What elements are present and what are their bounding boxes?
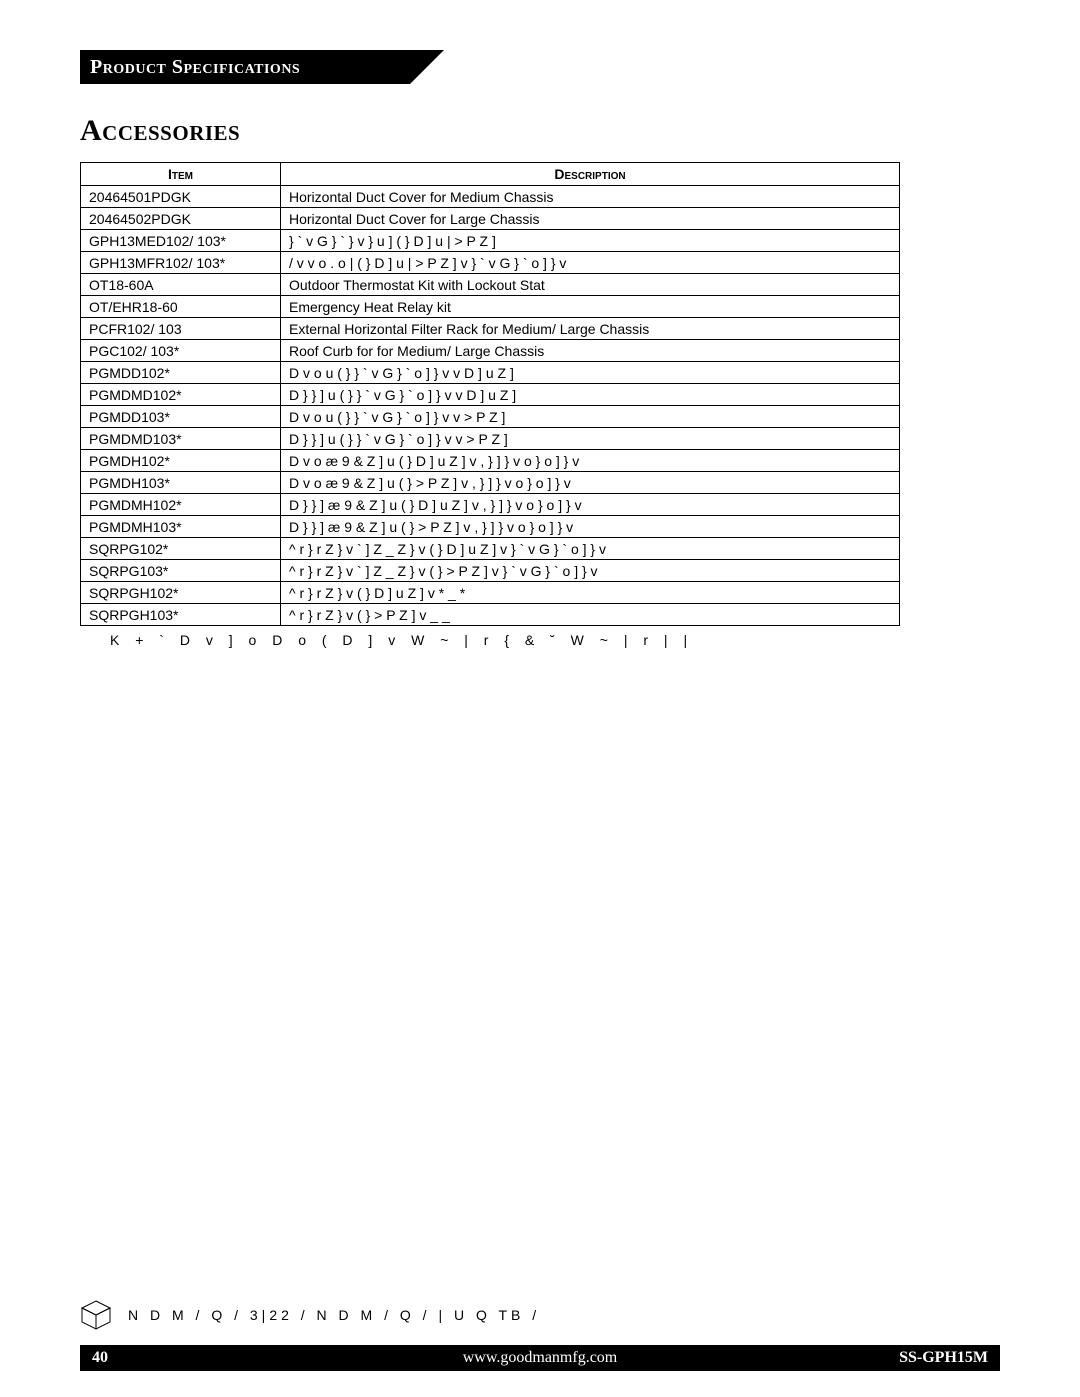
description-cell: D } } ] u ( } } ` v G } ` o ] } v v > P … bbox=[281, 428, 900, 450]
description-cell: ^ r } r Z } v ( } > P Z ] v _ _ bbox=[281, 604, 900, 626]
description-cell: D v o u ( } } ` v G } ` o ] } v v > P Z … bbox=[281, 406, 900, 428]
ribbon-label: Product Specifications bbox=[90, 56, 300, 78]
item-cell: 20464502PDGK bbox=[81, 208, 281, 230]
table-footnote: K + ` D v ] o D o ( D ] v W ~ | r { & ˘ … bbox=[80, 632, 1000, 648]
item-cell: PGC102/ 103* bbox=[81, 340, 281, 362]
item-cell: GPH13MED102/ 103* bbox=[81, 230, 281, 252]
description-cell: D v o u ( } } ` v G } ` o ] } v v D ] u … bbox=[281, 362, 900, 384]
table-row: PGMDMD102*D } } ] u ( } } ` v G } ` o ] … bbox=[81, 384, 900, 406]
item-cell: PCFR102/ 103 bbox=[81, 318, 281, 340]
item-cell: PGMDMD103* bbox=[81, 428, 281, 450]
table-row: SQRPGH103*^ r } r Z } v ( } > P Z ] v _ … bbox=[81, 604, 900, 626]
footer-url: www.goodmanmfg.com bbox=[80, 1349, 1000, 1367]
description-cell: D } } ] æ 9 & Z ] u ( } > P Z ] v , } ] … bbox=[281, 516, 900, 538]
item-cell: PGMDMD102* bbox=[81, 384, 281, 406]
table-row: PGMDH103*D v o æ 9 & Z ] u ( } > P Z ] v… bbox=[81, 472, 900, 494]
table-row: PGMDH102*D v o æ 9 & Z ] u ( } D ] u Z ]… bbox=[81, 450, 900, 472]
item-cell: SQRPGH103* bbox=[81, 604, 281, 626]
description-cell: Emergency Heat Relay kit bbox=[281, 296, 900, 318]
table-row: PGMDMH102*D } } ] æ 9 & Z ] u ( } D ] u … bbox=[81, 494, 900, 516]
table-row: PGMDMD103*D } } ] u ( } } ` v G } ` o ] … bbox=[81, 428, 900, 450]
item-cell: SQRPGH102* bbox=[81, 582, 281, 604]
table-header-description: Description bbox=[281, 163, 900, 186]
item-cell: PGMDMH103* bbox=[81, 516, 281, 538]
item-cell: PGMDMH102* bbox=[81, 494, 281, 516]
description-cell: Outdoor Thermostat Kit with Lockout Stat bbox=[281, 274, 900, 296]
description-cell: D v o æ 9 & Z ] u ( } D ] u Z ] v , } ] … bbox=[281, 450, 900, 472]
table-row: OT18-60AOutdoor Thermostat Kit with Lock… bbox=[81, 274, 900, 296]
description-cell: External Horizontal Filter Rack for Medi… bbox=[281, 318, 900, 340]
description-cell: / v v o . o | ( } D ] u | > P Z ] v } ` … bbox=[281, 252, 900, 274]
item-cell: PGMDH103* bbox=[81, 472, 281, 494]
table-row: OT/EHR18-60Emergency Heat Relay kit bbox=[81, 296, 900, 318]
accessories-table: Item Description 20464501PDGKHorizontal … bbox=[80, 162, 900, 626]
table-row: 20464502PDGKHorizontal Duct Cover for La… bbox=[81, 208, 900, 230]
cube-icon bbox=[80, 1299, 112, 1331]
table-row: GPH13MFR102/ 103*/ v v o . o | ( } D ] u… bbox=[81, 252, 900, 274]
description-cell: } ` v G } ` } v } u ] ( } D ] u | > P Z … bbox=[281, 230, 900, 252]
table-row: PGC102/ 103*Roof Curb for for Medium/ La… bbox=[81, 340, 900, 362]
footer-bar: 40 www.goodmanmfg.com SS-GPH15M bbox=[80, 1345, 1000, 1371]
item-cell: GPH13MFR102/ 103* bbox=[81, 252, 281, 274]
table-row: PGMDMH103*D } } ] æ 9 & Z ] u ( } > P Z … bbox=[81, 516, 900, 538]
description-cell: ^ r } r Z } v ( } D ] u Z ] v * _ * bbox=[281, 582, 900, 604]
description-cell: ^ r } r Z } v ` ] Z _ Z } v ( } > P Z ] … bbox=[281, 560, 900, 582]
description-cell: D } } ] u ( } } ` v G } ` o ] } v v D ] … bbox=[281, 384, 900, 406]
description-cell: ^ r } r Z } v ` ] Z _ Z } v ( } D ] u Z … bbox=[281, 538, 900, 560]
table-header-item: Item bbox=[81, 163, 281, 186]
item-cell: OT/EHR18-60 bbox=[81, 296, 281, 318]
table-row: PGMDD102*D v o u ( } } ` v G } ` o ] } v… bbox=[81, 362, 900, 384]
table-row: PCFR102/ 103External Horizontal Filter R… bbox=[81, 318, 900, 340]
table-row: PGMDD103*D v o u ( } } ` v G } ` o ] } v… bbox=[81, 406, 900, 428]
table-row: GPH13MED102/ 103* } ` v G } ` } v } u ] … bbox=[81, 230, 900, 252]
description-cell: D } } ] æ 9 & Z ] u ( } D ] u Z ] v , } … bbox=[281, 494, 900, 516]
item-cell: SQRPG103* bbox=[81, 560, 281, 582]
description-cell: Horizontal Duct Cover for Large Chassis bbox=[281, 208, 900, 230]
item-cell: 20464501PDGK bbox=[81, 186, 281, 208]
item-cell: PGMDD102* bbox=[81, 362, 281, 384]
footer-upper-strip: N D M / Q / 3|22 / N D M / Q / | U Q TB … bbox=[80, 1293, 1000, 1337]
description-cell: Horizontal Duct Cover for Medium Chassis bbox=[281, 186, 900, 208]
description-cell: Roof Curb for for Medium/ Large Chassis bbox=[281, 340, 900, 362]
table-row: SQRPGH102*^ r } r Z } v ( } D ] u Z ] v … bbox=[81, 582, 900, 604]
item-cell: SQRPG102* bbox=[81, 538, 281, 560]
item-cell: OT18-60A bbox=[81, 274, 281, 296]
table-row: SQRPG103*^ r } r Z } v ` ] Z _ Z } v ( }… bbox=[81, 560, 900, 582]
accessories-heading: Accessories bbox=[80, 114, 1000, 148]
product-spec-ribbon: Product Specifications bbox=[80, 50, 410, 84]
item-cell: PGMDD103* bbox=[81, 406, 281, 428]
table-row: SQRPG102*^ r } r Z } v ` ] Z _ Z } v ( }… bbox=[81, 538, 900, 560]
item-cell: PGMDH102* bbox=[81, 450, 281, 472]
footer-upper-text: N D M / Q / 3|22 / N D M / Q / | U Q TB … bbox=[128, 1307, 540, 1323]
description-cell: D v o æ 9 & Z ] u ( } > P Z ] v , } ] } … bbox=[281, 472, 900, 494]
table-row: 20464501PDGKHorizontal Duct Cover for Me… bbox=[81, 186, 900, 208]
